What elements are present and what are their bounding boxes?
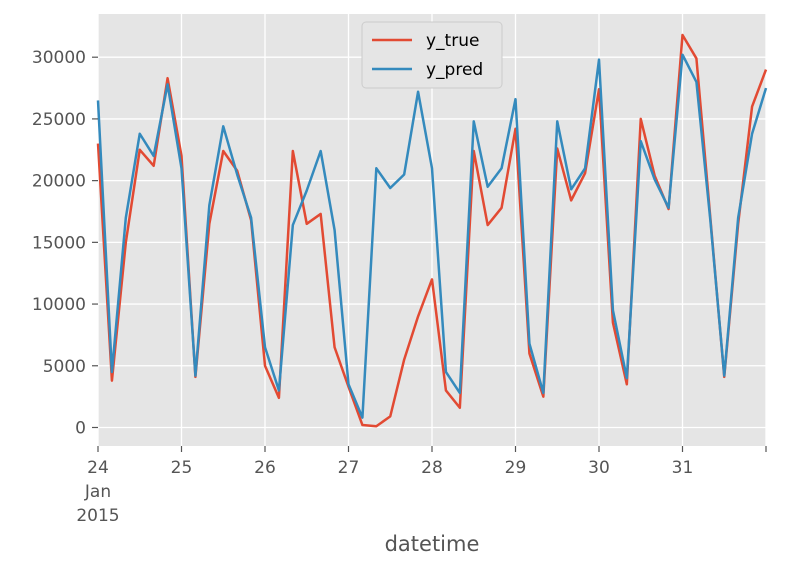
y-tick-label: 5000 [43,357,86,377]
y-tick-label: 10000 [32,295,86,315]
x-tick-label: 26 [254,458,276,478]
legend-label-y-pred: y_pred [426,60,483,80]
x-tick-label: 27 [338,458,360,478]
legend-label-y-true: y_true [426,31,479,51]
x-tick-label: 31 [672,458,694,478]
y-tick-label: 20000 [32,172,86,192]
x-tick-label: 28 [421,458,443,478]
x-tick-label: 24 [87,458,109,478]
x-tick-label: 29 [505,458,527,478]
x-axis-title: datetime [385,532,480,556]
x-axis-ticks: 24 Jan 2015 25 26 27 28 29 30 31 [76,446,767,526]
legend-box [361,21,503,89]
x-tick-label: 25 [171,458,193,478]
y-tick-label: 25000 [32,110,86,130]
series-lines [96,33,768,428]
y-axis-ticks: 0 5000 10000 15000 20000 25000 30000 [32,48,98,438]
x-tick-label: 2015 [76,506,119,526]
y-tick-label: 30000 [32,48,86,68]
y-tick-label: 15000 [32,233,86,253]
series-line-y-true [96,33,768,428]
x-tick-label: 30 [588,458,610,478]
y-tick-label: 0 [75,418,86,438]
x-tick-label: Jan [84,482,111,502]
series-line-y-pred [96,53,768,419]
legend: y_true y_pred [361,21,503,89]
